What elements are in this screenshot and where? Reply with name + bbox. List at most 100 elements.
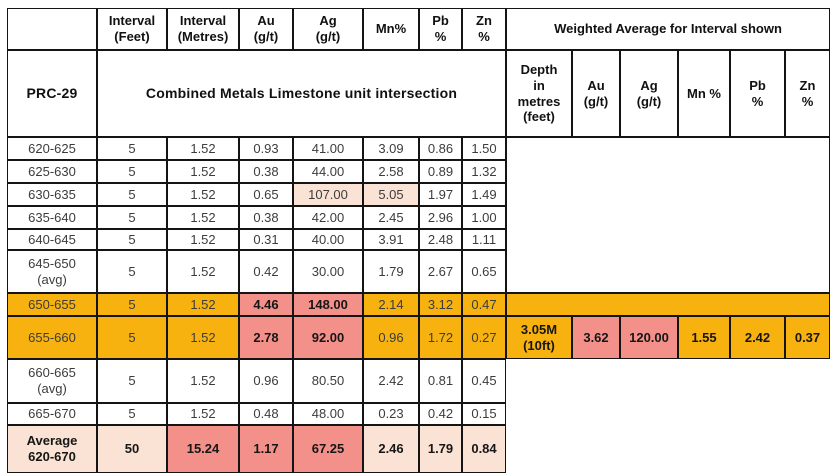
cell-mn: 3.09 bbox=[363, 137, 419, 160]
header-mn: Mn% bbox=[363, 8, 419, 50]
cell-metres: 1.52 bbox=[167, 293, 239, 316]
cell-interval: 640-645 bbox=[7, 229, 97, 250]
cell-feet: 5 bbox=[97, 293, 167, 316]
cell-au-highlight: 4.46 bbox=[239, 293, 293, 316]
cell-au-highlight: 2.78 bbox=[239, 316, 293, 359]
assay-table: Interval (Feet) Interval (Metres) Au (g/… bbox=[7, 8, 830, 473]
cell-pb: 0.89 bbox=[419, 160, 462, 183]
cell-feet: 5 bbox=[97, 250, 167, 293]
cell-feet: 5 bbox=[97, 316, 167, 359]
cell-metres: 1.52 bbox=[167, 250, 239, 293]
cell-pb: 0.42 bbox=[419, 403, 462, 425]
cell-metres: 1.52 bbox=[167, 183, 239, 206]
cell-zn: 0.84 bbox=[462, 425, 506, 473]
wa-mn: 1.55 bbox=[678, 316, 730, 359]
cell-mn: 2.14 bbox=[363, 293, 419, 316]
cell-feet: 5 bbox=[97, 137, 167, 160]
cell-feet: 5 bbox=[97, 229, 167, 250]
cell-au-highlight: 1.17 bbox=[239, 425, 293, 473]
wa-header-zn: Zn % bbox=[785, 50, 830, 137]
cell-zn: 1.00 bbox=[462, 206, 506, 229]
cell-zn: 1.49 bbox=[462, 183, 506, 206]
cell-zn: 0.65 bbox=[462, 250, 506, 293]
cell-pb: 0.86 bbox=[419, 137, 462, 160]
header-ag: Ag (g/t) bbox=[293, 8, 363, 50]
cell-au: 0.65 bbox=[239, 183, 293, 206]
cell-ag-highlight: 67.25 bbox=[293, 425, 363, 473]
cell-interval: 660-665 (avg) bbox=[7, 359, 97, 403]
cell-feet: 5 bbox=[97, 359, 167, 403]
cell-pb: 0.81 bbox=[419, 359, 462, 403]
cell-ag: 41.00 bbox=[293, 137, 363, 160]
cell-metres: 1.52 bbox=[167, 137, 239, 160]
cell-mn: 2.46 bbox=[363, 425, 419, 473]
wa-blank-region bbox=[506, 137, 830, 293]
cell-zn: 0.47 bbox=[462, 293, 506, 316]
cell-interval: 635-640 bbox=[7, 206, 97, 229]
header-au: Au (g/t) bbox=[239, 8, 293, 50]
cell-zn: 0.45 bbox=[462, 359, 506, 403]
cell-metres: 1.52 bbox=[167, 359, 239, 403]
cell-ag: 40.00 bbox=[293, 229, 363, 250]
cell-interval: 630-635 bbox=[7, 183, 97, 206]
cell-feet: 5 bbox=[97, 183, 167, 206]
wa-ag: 120.00 bbox=[620, 316, 678, 359]
cell-zn: 1.50 bbox=[462, 137, 506, 160]
cell-au: 0.38 bbox=[239, 160, 293, 183]
cell-au: 0.48 bbox=[239, 403, 293, 425]
cell-au: 0.96 bbox=[239, 359, 293, 403]
wa-depth: 3.05M (10ft) bbox=[506, 316, 572, 359]
cell-metres: 1.52 bbox=[167, 160, 239, 183]
cell-mn: 3.91 bbox=[363, 229, 419, 250]
header-pb: Pb % bbox=[419, 8, 462, 50]
wa-header-pb: Pb % bbox=[730, 50, 785, 137]
cell-mn: 2.42 bbox=[363, 359, 419, 403]
cell-mn: 1.79 bbox=[363, 250, 419, 293]
cell-feet: 5 bbox=[97, 403, 167, 425]
header-interval-metres: Interval (Metres) bbox=[167, 8, 239, 50]
cell-pb: 1.97 bbox=[419, 183, 462, 206]
weighted-average-title: Weighted Average for Interval shown bbox=[506, 8, 830, 50]
cell-interval: 620-625 bbox=[7, 137, 97, 160]
cell-pb: 2.48 bbox=[419, 229, 462, 250]
wa-au: 3.62 bbox=[572, 316, 620, 359]
wa-header-au: Au (g/t) bbox=[572, 50, 620, 137]
cell-ag: 48.00 bbox=[293, 403, 363, 425]
cell-pb: 1.79 bbox=[419, 425, 462, 473]
cell-ag: 44.00 bbox=[293, 160, 363, 183]
header-interval-feet: Interval (Feet) bbox=[97, 8, 167, 50]
cell-ag: 30.00 bbox=[293, 250, 363, 293]
cell-metres: 1.52 bbox=[167, 206, 239, 229]
cell-feet: 5 bbox=[97, 160, 167, 183]
wa-header-mn: Mn % bbox=[678, 50, 730, 137]
cell-interval: 645-650 (avg) bbox=[7, 250, 97, 293]
header-zn: Zn % bbox=[462, 8, 506, 50]
cell-zn: 1.11 bbox=[462, 229, 506, 250]
cell-pb: 2.67 bbox=[419, 250, 462, 293]
cell-metres-highlight: 15.24 bbox=[167, 425, 239, 473]
cell-ag: 80.50 bbox=[293, 359, 363, 403]
cell-metres: 1.52 bbox=[167, 316, 239, 359]
cell-interval: 625-630 bbox=[7, 160, 97, 183]
cell-metres: 1.52 bbox=[167, 229, 239, 250]
cell-mn: 0.96 bbox=[363, 316, 419, 359]
cell-interval: 665-670 bbox=[7, 403, 97, 425]
wa-pb: 2.42 bbox=[730, 316, 785, 359]
cell-au: 0.93 bbox=[239, 137, 293, 160]
cell-zn: 0.27 bbox=[462, 316, 506, 359]
wa-header-ag: Ag (g/t) bbox=[620, 50, 678, 137]
cell-au: 0.31 bbox=[239, 229, 293, 250]
cell-au: 0.38 bbox=[239, 206, 293, 229]
cell-ag-highlight: 107.00 bbox=[293, 183, 363, 206]
cell-mn: 0.23 bbox=[363, 403, 419, 425]
cell-metres: 1.52 bbox=[167, 403, 239, 425]
cell-zn: 1.32 bbox=[462, 160, 506, 183]
cell-pb: 1.72 bbox=[419, 316, 462, 359]
wa-orange-strip bbox=[506, 293, 830, 316]
cell-feet: 50 bbox=[97, 425, 167, 473]
cell-mn: 2.58 bbox=[363, 160, 419, 183]
cell-feet: 5 bbox=[97, 206, 167, 229]
drill-hole-id: PRC-29 bbox=[7, 50, 97, 137]
cell-pb: 2.96 bbox=[419, 206, 462, 229]
wa-zn: 0.37 bbox=[785, 316, 830, 359]
